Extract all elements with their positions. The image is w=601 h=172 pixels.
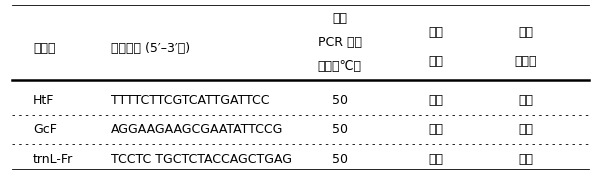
Text: 特异: 特异 [519, 123, 533, 136]
Text: trnL-Fr: trnL-Fr [33, 153, 73, 166]
Text: 正向: 正向 [429, 123, 443, 136]
Text: 引物: 引物 [429, 26, 443, 39]
Text: 多重: 多重 [332, 12, 347, 25]
Text: 特异: 特异 [519, 94, 533, 107]
Text: 引物名: 引物名 [33, 42, 55, 55]
Text: 特异性: 特异性 [514, 55, 537, 68]
Text: HtF: HtF [33, 94, 55, 107]
Text: 正向: 正向 [429, 94, 443, 107]
Text: PCR 退火: PCR 退火 [317, 36, 362, 49]
Text: 通用: 通用 [519, 153, 533, 166]
Text: 50: 50 [332, 123, 347, 136]
Text: 方向: 方向 [429, 55, 443, 68]
Text: 引物: 引物 [519, 26, 533, 39]
Text: 引物序列 (5′–3′端): 引物序列 (5′–3′端) [111, 42, 191, 55]
Text: 反向: 反向 [429, 153, 443, 166]
Text: 50: 50 [332, 94, 347, 107]
Text: 50: 50 [332, 153, 347, 166]
Text: 温度（℃）: 温度（℃） [317, 60, 362, 73]
Text: TCCTC TGCTCTACCAGCTGAG: TCCTC TGCTCTACCAGCTGAG [111, 153, 292, 166]
Text: AGGAAGAAGCGAATATTCCG: AGGAAGAAGCGAATATTCCG [111, 123, 284, 136]
Text: GcF: GcF [33, 123, 57, 136]
Text: TTTTCTTCGTCATTGATTCC: TTTTCTTCGTCATTGATTCC [111, 94, 270, 107]
